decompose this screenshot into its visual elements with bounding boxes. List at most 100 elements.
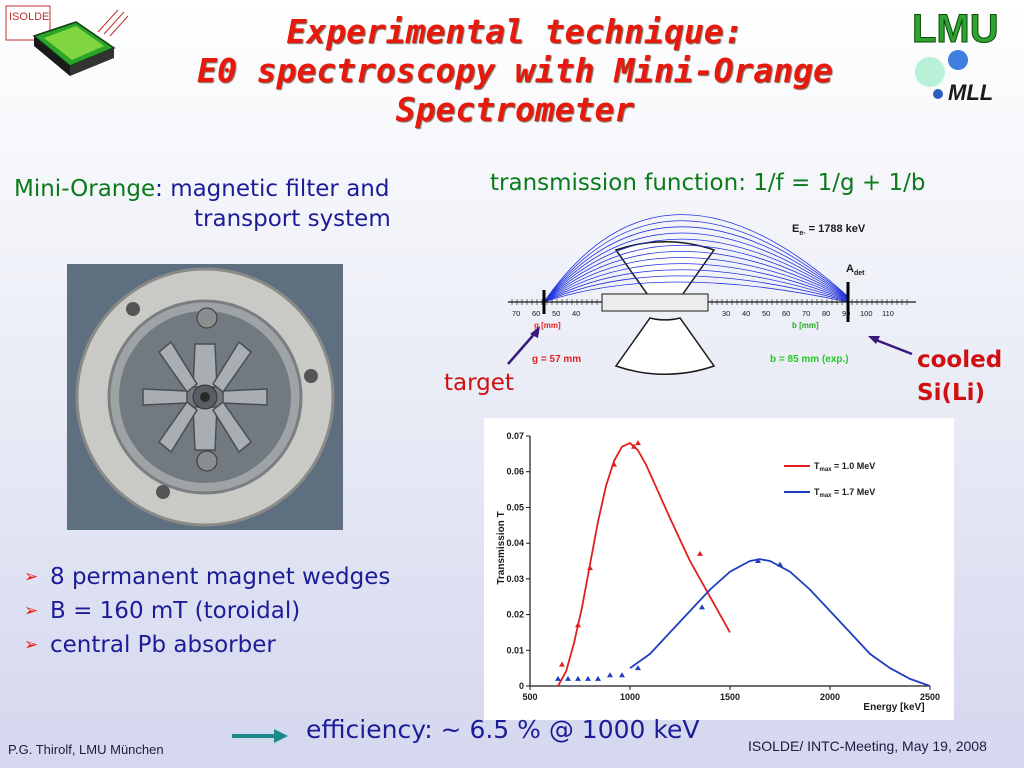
trajectory-line <box>543 263 849 303</box>
tick-label-right-3: 60 <box>782 309 790 318</box>
data-point-2 <box>555 675 561 681</box>
series-line-2 <box>629 558 931 687</box>
bullet-text: 8 permanent magnet wedges <box>50 564 391 590</box>
tick-label-left-0: 70 <box>512 309 520 318</box>
tick-label-right-4: 70 <box>802 309 810 318</box>
feature-bullets: ➢ 8 permanent magnet wedges ➢ B = 160 mT… <box>24 560 390 662</box>
b-axis-label: b [mm] <box>792 321 819 330</box>
transmission-chart: 500 1000 1500 2000 2500 0 0.01 0.02 0.03 0.04 0.05… <box>484 418 954 720</box>
bullet-text: B = 160 mT (toroidal) <box>50 598 301 624</box>
trajectory-line <box>543 244 849 303</box>
g-value-label: g = 57 mm <box>532 354 581 365</box>
bullet-item: ➢ central Pb absorber <box>24 628 390 662</box>
mini-orange-desc-2: transport system <box>194 206 391 232</box>
data-point-2 <box>619 672 625 678</box>
mini-orange-description: Mini-Orange: magnetic filter and <box>14 172 389 206</box>
bullet-item: ➢ B = 160 mT (toroidal) <box>24 594 390 628</box>
data-point-1 <box>559 661 565 667</box>
energy-label: Ee- = 1788 keV <box>792 223 866 237</box>
tick-label-right-0: 30 <box>722 309 730 318</box>
y-tick-label: 0.04 <box>506 538 524 548</box>
tick-label-left-2: 50 <box>552 309 560 318</box>
efficiency-text: efficiency: ~ 6.5 % @ 1000 keV <box>306 715 700 744</box>
title-line-2: E0 spectroscopy with Mini-Orange <box>197 51 833 90</box>
trajectory-line <box>543 226 849 303</box>
y-tick-label: 0 <box>519 681 524 691</box>
trajectory-line <box>543 232 849 303</box>
efficiency-arrow-icon <box>232 729 288 743</box>
bullet-item: ➢ 8 permanent magnet wedges <box>24 560 390 594</box>
trajectory-line <box>543 269 849 303</box>
tick-label-right-5: 80 <box>822 309 830 318</box>
chart-background <box>484 418 954 720</box>
footer-meeting: ISOLDE/ INTC-Meeting, May 19, 2008 <box>748 738 987 754</box>
g-axis-label: g [mm] <box>534 321 561 330</box>
bullet-arrow-icon: ➢ <box>24 567 39 587</box>
tick-label-left-3: 40 <box>572 309 580 318</box>
chart-xlabel: Energy [keV] <box>863 702 924 713</box>
data-point-2 <box>607 672 613 678</box>
bullet-arrow-icon: ➢ <box>24 601 39 621</box>
x-tick-label: 1500 <box>720 692 740 702</box>
data-point-1 <box>587 565 593 571</box>
data-point-2 <box>699 604 705 610</box>
data-point-2 <box>595 675 601 681</box>
x-tick-label: 2000 <box>820 692 840 702</box>
trajectory-line <box>543 275 849 303</box>
tick-label-left-1: 60 <box>532 309 540 318</box>
title-line-1: Experimental technique: <box>286 12 744 51</box>
bullet-text: central Pb absorber <box>50 632 276 658</box>
data-point-2 <box>565 675 571 681</box>
chart-ylabel: Transmission T <box>496 511 507 584</box>
data-point-2 <box>777 561 783 567</box>
data-point-2 <box>755 558 761 563</box>
detector-label-line-1: cooled <box>917 347 1003 373</box>
spectrometer-diagram: 70 60 50 40 30 40 50 60 70 80 90 100 110… <box>508 214 916 375</box>
trajectory-line <box>543 214 849 303</box>
lmu-text: LMU <box>912 7 999 51</box>
tick-label-right-2: 50 <box>762 309 770 318</box>
y-tick-label: 0.02 <box>506 610 524 620</box>
x-tick-label: 500 <box>522 692 537 702</box>
isolde-cern-logo: ISOLDE <box>4 4 134 88</box>
x-tick-label: 1000 <box>620 692 640 702</box>
mll-text: MLL <box>948 80 993 104</box>
y-tick-label: 0.07 <box>506 431 524 441</box>
mini-orange-name: Mini-Orange <box>14 176 156 202</box>
tick-label-right-1: 40 <box>742 309 750 318</box>
detector-label: cooled Si(Li) <box>917 344 1002 410</box>
data-point-1 <box>631 443 637 449</box>
title-line-3: Spectrometer <box>395 90 635 129</box>
legend-label-2: Tmax = 1.7 MeV <box>814 487 875 499</box>
data-point-2 <box>585 675 591 681</box>
chart-legend: Tmax = 1.0 MeV Tmax = 1.7 MeV <box>784 461 875 499</box>
mini-orange-photo <box>67 264 343 530</box>
isolde-text: ISOLDE <box>9 11 49 23</box>
pointer-arrows <box>507 326 913 365</box>
y-tick-label: 0.06 <box>506 467 524 477</box>
tick-label-right-7: 100 <box>860 309 873 318</box>
trajectory-line <box>543 220 849 303</box>
chart-axes: 500 1000 1500 2000 2500 0 0.01 0.02 0.03 0.04 0.05… <box>506 431 940 702</box>
target-label: target <box>444 370 514 396</box>
trajectory-line <box>543 251 849 303</box>
mini-orange-desc-1: magnetic filter and <box>170 176 390 202</box>
data-point-1 <box>697 550 703 556</box>
y-tick-label: 0.03 <box>506 574 524 584</box>
data-point-1 <box>611 461 617 467</box>
transmission-function-text: transmission function: 1/f = 1/g + 1/b <box>490 170 926 196</box>
legend-label-1: Tmax = 1.0 MeV <box>814 461 875 473</box>
y-tick-label: 0.05 <box>506 502 524 512</box>
electron-trajectories <box>543 214 849 303</box>
chart-points <box>555 440 783 681</box>
x-tick-label: 2500 <box>920 692 940 702</box>
trajectory-line <box>543 281 849 303</box>
adet-label: Adet <box>846 263 865 277</box>
footer-author: P.G. Thirolf, LMU München <box>8 742 164 757</box>
mini-orange-separator: : <box>155 176 171 202</box>
trajectory-line <box>543 238 849 303</box>
bullet-arrow-icon: ➢ <box>24 635 39 655</box>
y-tick-label: 0.01 <box>506 645 524 655</box>
trajectory-line <box>543 257 849 303</box>
tick-label-right-8: 110 <box>882 309 894 318</box>
